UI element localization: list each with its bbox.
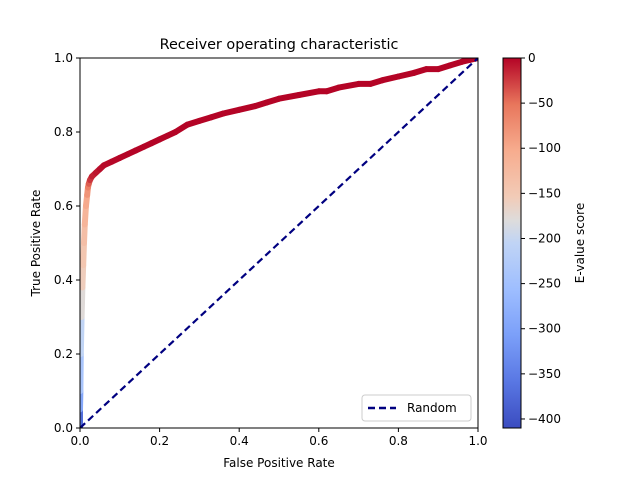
- y-tick-label: 0.4: [54, 273, 73, 287]
- random-line: [80, 58, 478, 428]
- colorbar-tick-label: −100: [528, 141, 561, 155]
- legend: Random: [361, 394, 472, 422]
- colorbar-gradient: [502, 57, 522, 429]
- colorbar-tick-label: −300: [528, 322, 561, 336]
- y-axis-label: True Positive Rate: [29, 190, 43, 298]
- colorbar-tick-label: −400: [528, 412, 561, 426]
- y-tick-label: 1.0: [54, 51, 73, 65]
- colorbar-tick-label: −200: [528, 231, 561, 245]
- x-tick-label: 0.8: [389, 434, 408, 448]
- roc-curve: [80, 58, 478, 428]
- plot-frame: [79, 57, 479, 429]
- random-line-layer: [80, 58, 478, 428]
- x-axis: 0.0 0.2 0.4 0.6 0.8 1.0: [70, 428, 488, 448]
- colorbar-ticks: 0 −50 −100 −150 −200 −250 −300 −350 −400: [521, 51, 561, 426]
- roc-segment: [80, 221, 88, 246]
- colorbar-tick-label: −50: [528, 96, 553, 110]
- roc-segment: [295, 88, 322, 98]
- chart-title: Receiver operating characteristic: [160, 37, 399, 53]
- x-tick-label: 0.0: [70, 434, 89, 448]
- y-tick-label: 0.0: [54, 421, 73, 435]
- roc-segment: [81, 203, 89, 228]
- roc-segment: [80, 314, 85, 357]
- colorbar-label: E-value score: [573, 203, 587, 283]
- y-axis: 0.0 0.2 0.4 0.6 0.8 1.0: [54, 51, 80, 435]
- y-tick-label: 0.2: [54, 347, 73, 361]
- x-axis-label: False Positive Rate: [223, 456, 335, 470]
- colorbar-tick-label: 0: [528, 51, 536, 65]
- x-tick-label: 0.6: [309, 434, 328, 448]
- colorbar-tick-label: −150: [528, 186, 561, 200]
- roc-segment: [276, 92, 302, 102]
- colorbar-tick-label: −250: [528, 277, 561, 291]
- roc-segment: [80, 284, 86, 320]
- colorbar-tick-label: −350: [528, 367, 561, 381]
- y-tick-label: 0.6: [54, 199, 73, 213]
- roc-segment: [80, 240, 87, 269]
- legend-box: [361, 394, 472, 422]
- x-tick-label: 0.2: [150, 434, 169, 448]
- legend-label-random: Random: [407, 401, 457, 415]
- y-tick-label: 0.8: [54, 125, 73, 139]
- colorbar: 0 −50 −100 −150 −200 −250 −300 −350 −400 E-value…: [502, 51, 587, 429]
- roc-segment: [80, 262, 87, 291]
- roc-segment: [335, 80, 362, 91]
- x-tick-label: 0.4: [230, 434, 249, 448]
- x-tick-label: 1.0: [468, 434, 487, 448]
